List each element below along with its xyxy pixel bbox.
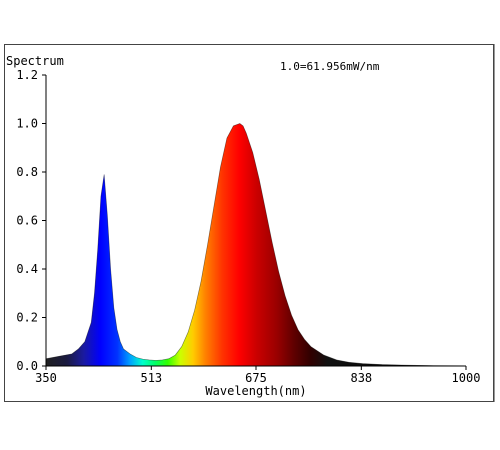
axis-ticks: 0.0 0.2 0.4 0.6 0.8 1.0 1.2 350 513 675 838 1000 [16, 68, 480, 385]
y-tick-label: 0.6 [16, 214, 38, 228]
y-tick-label: 0.4 [16, 262, 38, 276]
spectrum-series [45, 123, 467, 367]
right-edge-line [494, 44, 495, 402]
y-tick-label: 1.2 [16, 68, 38, 82]
spectrum-outline [45, 123, 467, 367]
spectrum-fill [46, 123, 466, 366]
y-tick-label: 0.2 [16, 311, 38, 325]
x-tick-label: 675 [245, 371, 267, 385]
x-tick-label: 838 [350, 371, 372, 385]
x-tick-label: 350 [35, 371, 57, 385]
chart-title: Spectrum [6, 54, 64, 68]
scale-note: 1.0=61.956mW/nm [280, 60, 380, 73]
x-axis-label: Wavelength(nm) [205, 384, 306, 398]
x-tick-label: 1000 [452, 371, 481, 385]
y-tick-label: 0.0 [16, 359, 38, 373]
y-tick-label: 1.0 [16, 117, 38, 131]
x-tick-label: 513 [140, 371, 162, 385]
y-tick-label: 0.8 [16, 165, 38, 179]
